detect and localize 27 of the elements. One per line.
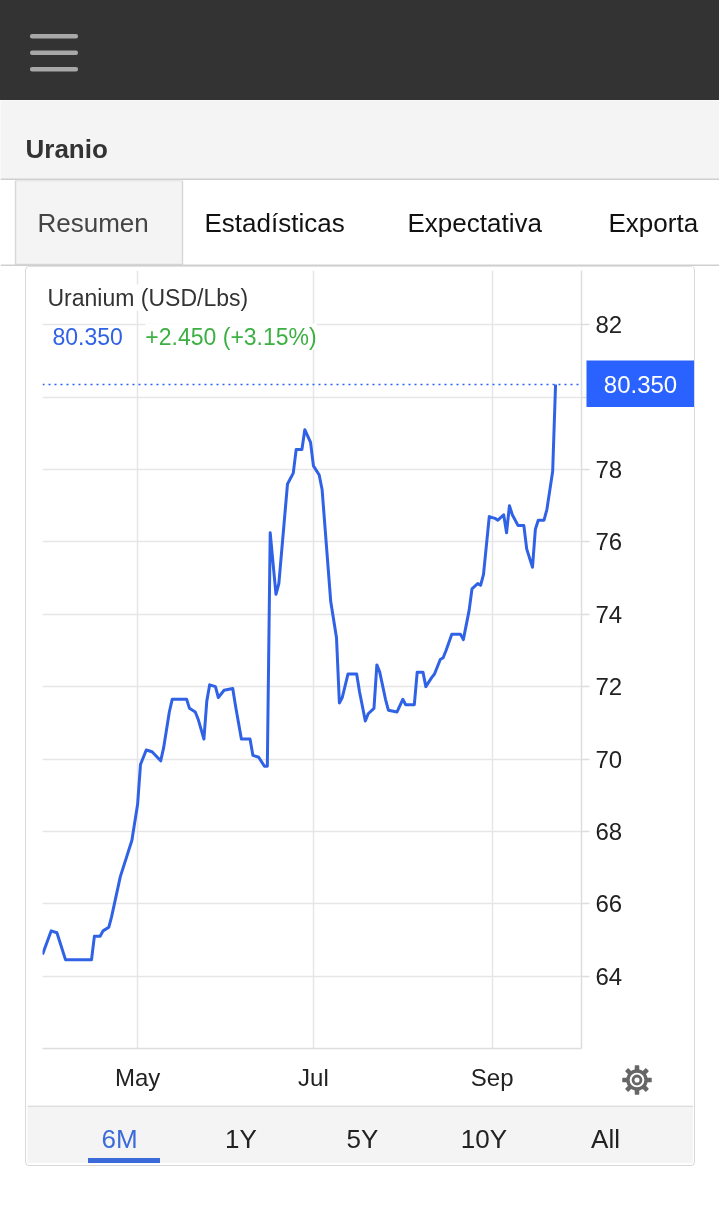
- text: Exporta: [608, 207, 699, 238]
- ref-line-label: 80.350: [603, 370, 678, 398]
- text: 10Y: [460, 1123, 508, 1154]
- y-tick-label: 82: [595, 311, 623, 339]
- annotation: 80.350: [52, 324, 123, 350]
- x-tick-label: May: [114, 1063, 161, 1091]
- y-tick-label: 74: [595, 600, 623, 628]
- text: All: [591, 1123, 620, 1154]
- y-tick-label: 66: [595, 890, 623, 918]
- line-series: [42, 382, 558, 962]
- y-tick-label: 76: [595, 528, 623, 556]
- text: Estadísticas: [204, 207, 345, 238]
- y-tick-label: 64: [595, 962, 623, 990]
- text: 1Y: [225, 1123, 257, 1154]
- x-tick-label: Sep: [470, 1063, 514, 1091]
- y-tick-label: 72: [595, 673, 623, 701]
- text: 5Y: [346, 1123, 379, 1154]
- text: 6M: [101, 1123, 138, 1154]
- text: Resumen: [37, 207, 149, 238]
- text: Uranium (USD/Lbs): [47, 284, 249, 311]
- x-tick-label: Jul: [298, 1063, 329, 1091]
- y-tick-label: 78: [595, 456, 623, 484]
- y-tick-label: 68: [595, 817, 623, 845]
- chart-title: Uranio: [25, 133, 108, 164]
- annotation: +2.450 (+3.15%): [145, 323, 317, 350]
- y-tick-label: 70: [595, 745, 623, 773]
- text: Expectativa: [407, 207, 543, 238]
